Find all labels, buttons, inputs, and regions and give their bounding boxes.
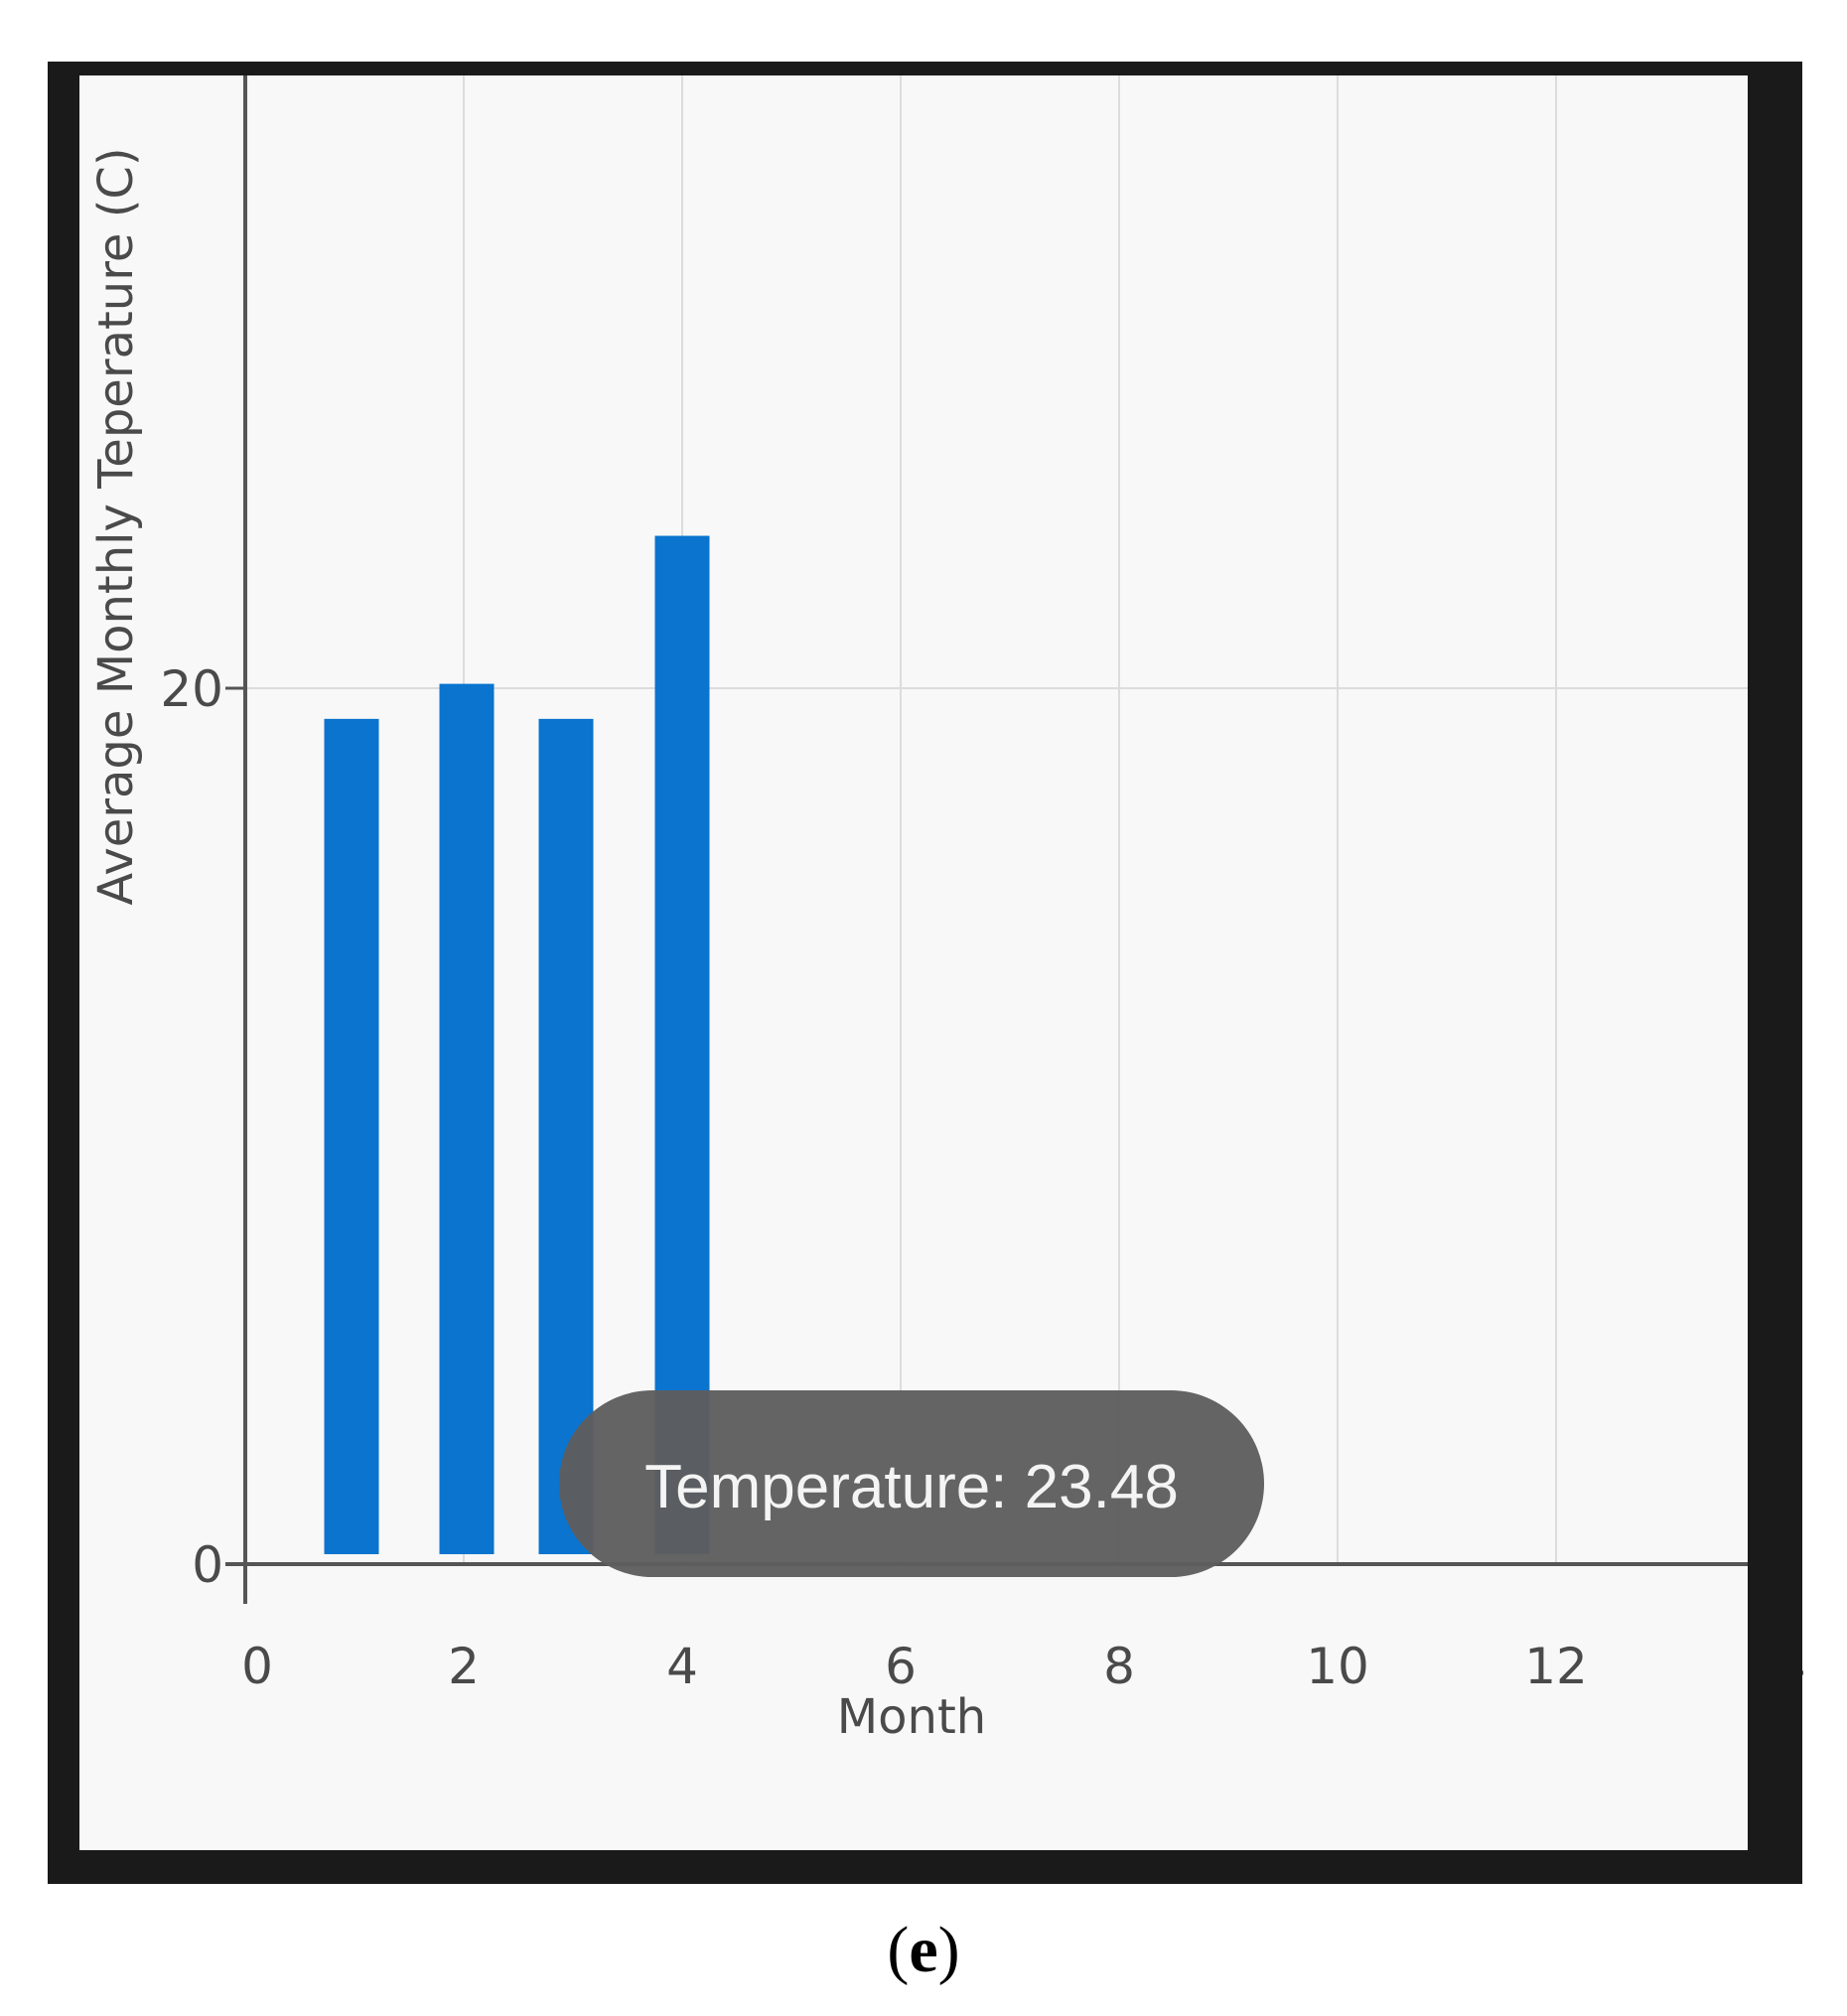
frame-edge-cover: [1748, 75, 1802, 1850]
bar[interactable]: [538, 718, 594, 1554]
tick-labels: 02468101214020: [160, 660, 1805, 1695]
x-axis-title: Month: [837, 1689, 986, 1745]
x-tick-label: 8: [1103, 1638, 1135, 1695]
panel-label-letter: e: [909, 1914, 937, 1986]
panel-label-close: ): [938, 1914, 960, 1986]
bar[interactable]: [654, 535, 710, 1554]
x-tick-label: 10: [1306, 1638, 1369, 1695]
panel-label-open: (: [887, 1914, 909, 1986]
x-tick-label: 0: [241, 1638, 273, 1695]
bar[interactable]: [439, 683, 495, 1554]
x-tick-label: 6: [885, 1638, 917, 1695]
tooltip: Temperature: 23.48: [559, 1390, 1264, 1577]
panel-label: (e): [887, 1914, 959, 1986]
x-tick-label: 2: [448, 1638, 480, 1695]
x-tick-label: 4: [666, 1638, 698, 1695]
y-axis-title: Average Monthly Teperature (C): [88, 147, 144, 905]
tooltip-bubble: [559, 1390, 1264, 1577]
y-tick-label: 0: [192, 1536, 223, 1594]
x-tick-label: 12: [1524, 1638, 1588, 1695]
tooltip-text: Temperature: 23.48: [644, 1453, 1179, 1521]
bar[interactable]: [324, 718, 379, 1554]
bars: [324, 535, 710, 1554]
y-tick-label: 20: [160, 660, 223, 718]
